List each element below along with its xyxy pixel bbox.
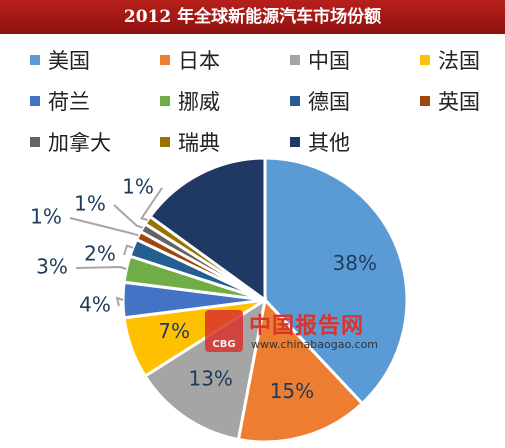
legend-label: 荷兰	[48, 90, 90, 114]
slice-label-6: 2%	[84, 242, 116, 266]
legend-item-8: 加拿大	[30, 127, 111, 157]
legend-swatch	[160, 55, 170, 65]
legend-item-7: 英国	[420, 86, 480, 116]
legend-item-10: 其他	[290, 127, 350, 157]
legend-label: 瑞典	[178, 131, 220, 155]
legend-swatch	[160, 96, 170, 106]
legend-label: 德国	[308, 90, 350, 114]
legend-item-5: 挪威	[160, 86, 220, 116]
chart-legend: 美国 日本 中国 法国 荷兰 挪威 德国 英国 加拿大 瑞典 其他	[0, 40, 505, 160]
slice-label-1: 15%	[270, 379, 314, 403]
slice-label-9: 1%	[122, 175, 154, 199]
legend-swatch	[420, 96, 430, 106]
slice-label-5: 3%	[36, 255, 68, 279]
slice-label-10: 15%	[199, 200, 243, 224]
legend-label: 英国	[438, 90, 480, 114]
leader-line-5	[75, 266, 127, 270]
slice-label-8: 1%	[74, 192, 106, 216]
legend-swatch	[30, 55, 40, 65]
leader-line-6	[123, 244, 134, 256]
legend-swatch	[290, 96, 300, 106]
slice-label-2: 13%	[188, 366, 232, 390]
leader-line-4	[115, 296, 124, 307]
legend-item-4: 荷兰	[30, 86, 90, 116]
legend-label: 中国	[308, 49, 350, 73]
legend-label: 加拿大	[48, 131, 111, 155]
leader-line-8	[113, 204, 144, 229]
slice-label-0: 38%	[333, 251, 377, 275]
legend-label: 日本	[178, 49, 220, 73]
legend-item-3: 法国	[420, 45, 480, 75]
legend-swatch	[290, 55, 300, 65]
legend-item-9: 瑞典	[160, 127, 220, 157]
slice-label-3: 7%	[158, 319, 190, 343]
legend-swatch	[30, 96, 40, 106]
legend-label: 美国	[48, 49, 90, 73]
pie-slice-0	[263, 156, 409, 406]
leader-line-9	[139, 187, 163, 222]
legend-item-2: 中国	[290, 45, 350, 75]
legend-label: 法国	[438, 49, 480, 73]
legend-item-1: 日本	[160, 45, 220, 75]
legend-swatch	[30, 137, 40, 147]
chart-title: 2012 年全球新能源汽车市场份额	[0, 0, 505, 34]
legend-item-6: 德国	[290, 86, 350, 116]
slice-label-4: 4%	[79, 293, 111, 317]
legend-swatch	[160, 137, 170, 147]
slice-label-7: 1%	[30, 205, 62, 229]
pie-slice-1	[236, 296, 365, 444]
legend-swatch	[290, 137, 300, 147]
leader-line-7	[69, 217, 139, 237]
legend-label: 挪威	[178, 90, 220, 114]
legend-swatch	[420, 55, 430, 65]
legend-item-0: 美国	[30, 45, 90, 75]
pie-slice-10	[148, 156, 267, 303]
legend-label: 其他	[308, 131, 350, 155]
